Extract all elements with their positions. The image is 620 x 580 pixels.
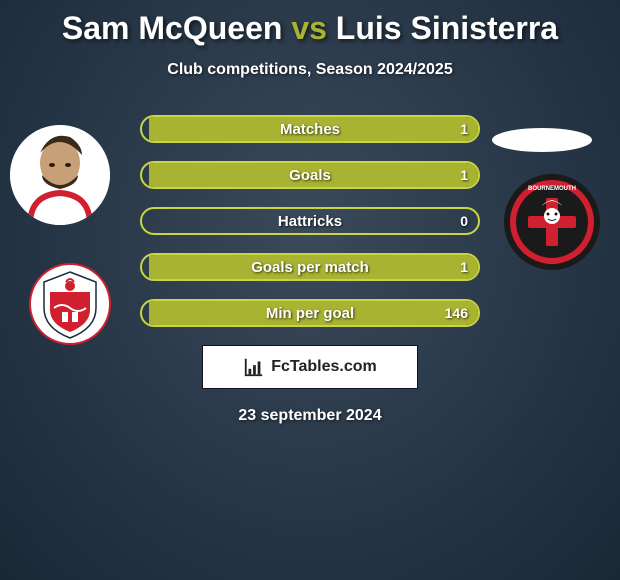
stat-row-hattricks: Hattricks 0	[140, 207, 480, 235]
player1-club-crest	[28, 262, 112, 346]
brand-badge[interactable]: FcTables.com	[202, 345, 418, 389]
comparison-date: 23 september 2024	[0, 407, 620, 425]
stats-container: Matches 1 Goals 1 Hattricks 0 Goals per …	[140, 115, 480, 327]
stat-row-goals: Goals 1	[140, 161, 480, 189]
stat-label: Hattricks	[142, 213, 478, 230]
player2-club-crest: BOURNEMOUTH	[502, 172, 602, 272]
player1-name: Sam McQueen	[62, 10, 283, 46]
stat-label: Goals per match	[142, 259, 478, 276]
bar-chart-icon	[243, 356, 265, 378]
player1-avatar	[10, 125, 110, 225]
vs-separator: vs	[291, 10, 327, 46]
stat-label: Goals	[142, 167, 478, 184]
stat-value-right: 1	[460, 167, 468, 183]
stat-label: Matches	[142, 121, 478, 138]
stat-value-right: 0	[460, 213, 468, 229]
stat-row-goals-per-match: Goals per match 1	[140, 253, 480, 281]
stat-label: Min per goal	[142, 305, 478, 322]
svg-text:BOURNEMOUTH: BOURNEMOUTH	[528, 186, 576, 192]
brand-text: FcTables.com	[271, 358, 377, 376]
season-subtitle: Club competitions, Season 2024/2025	[0, 61, 620, 79]
stat-value-right: 146	[445, 305, 468, 321]
stat-row-min-per-goal: Min per goal 146	[140, 299, 480, 327]
stat-value-right: 1	[460, 121, 468, 137]
stat-row-matches: Matches 1	[140, 115, 480, 143]
comparison-title: Sam McQueen vs Luis Sinisterra	[0, 0, 620, 47]
stat-value-right: 1	[460, 259, 468, 275]
player2-avatar	[492, 128, 592, 152]
player2-name: Luis Sinisterra	[336, 10, 558, 46]
